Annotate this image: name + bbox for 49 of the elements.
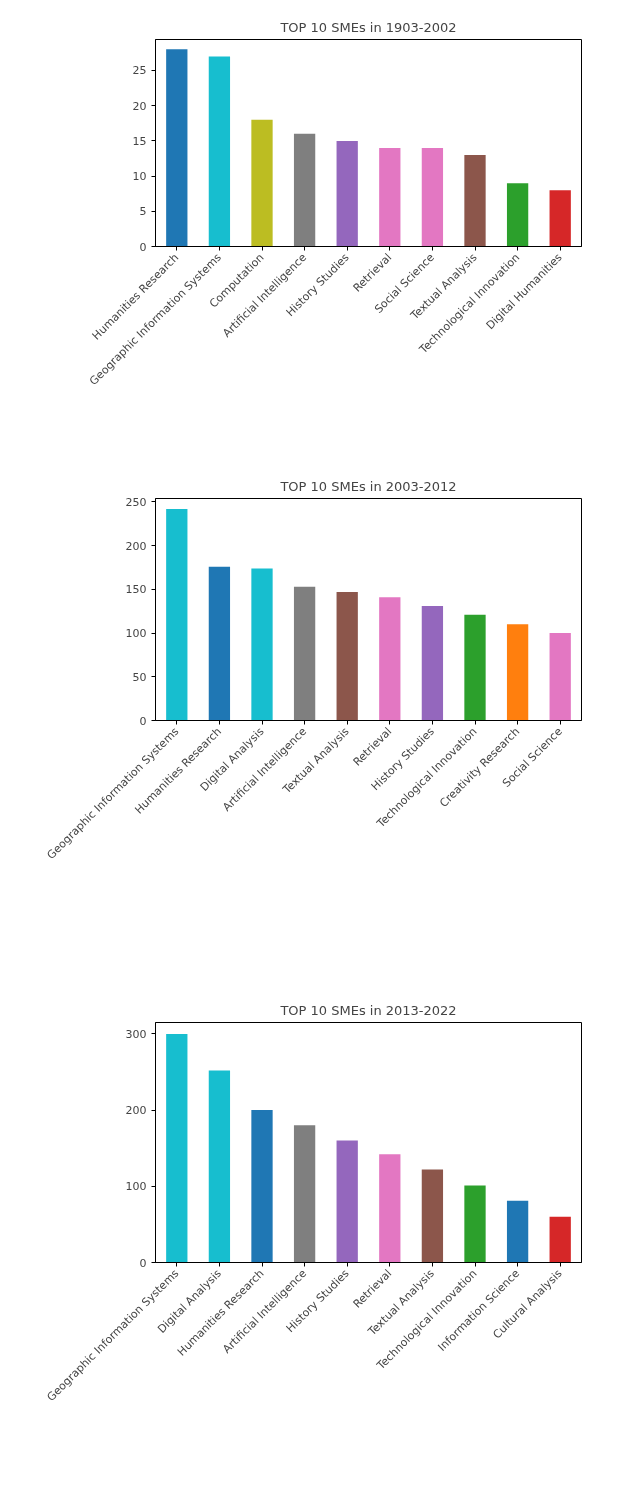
bar — [379, 147, 401, 247]
bar — [293, 133, 316, 247]
bar — [549, 633, 571, 721]
bar — [506, 183, 529, 247]
bar — [293, 586, 316, 721]
y-tick-label: 200 — [125, 1104, 147, 1118]
bar — [166, 1033, 188, 1263]
bar — [251, 568, 273, 721]
bar — [336, 592, 358, 721]
y-tick-label: 0 — [139, 1256, 147, 1270]
bar — [506, 624, 529, 721]
bar — [251, 1110, 273, 1263]
bar — [549, 190, 571, 247]
y-tick-label: 300 — [125, 1027, 147, 1041]
y-tick-label: 0 — [139, 240, 147, 254]
bar — [208, 56, 231, 247]
chart-title: TOP 10 SMEs in 2003-2012 — [279, 478, 457, 494]
y-tick-label: 5 — [139, 205, 147, 219]
bar — [251, 119, 273, 247]
chart-title: TOP 10 SMEs in 2013-2022 — [279, 1002, 457, 1018]
bar — [549, 1216, 571, 1263]
y-tick-label: 0 — [139, 714, 147, 728]
y-tick-label: 100 — [125, 1180, 147, 1194]
y-tick-label: 150 — [125, 583, 147, 597]
bar — [336, 1140, 358, 1263]
y-tick-label: 100 — [125, 627, 147, 641]
bar — [379, 1154, 401, 1263]
y-tick-label: 15 — [132, 134, 147, 148]
y-tick-label: 50 — [132, 670, 147, 684]
bar — [336, 140, 358, 247]
bar — [506, 1200, 529, 1263]
bar — [464, 1185, 486, 1263]
bar — [293, 1125, 316, 1263]
bar — [421, 606, 444, 721]
bar — [421, 147, 444, 247]
bar — [166, 508, 188, 721]
y-tick-label: 20 — [132, 99, 147, 113]
bar — [379, 597, 401, 721]
bar — [464, 154, 486, 247]
y-tick-label: 25 — [132, 64, 147, 78]
chart-title: TOP 10 SMEs in 1903-2002 — [279, 19, 457, 35]
bar — [464, 614, 486, 721]
y-tick-label: 200 — [125, 539, 147, 553]
bar — [421, 1169, 444, 1263]
bar — [166, 49, 188, 247]
y-tick-label: 250 — [125, 496, 147, 509]
y-tick-label: 10 — [132, 170, 147, 184]
bar — [208, 1070, 231, 1263]
bar — [208, 566, 231, 721]
